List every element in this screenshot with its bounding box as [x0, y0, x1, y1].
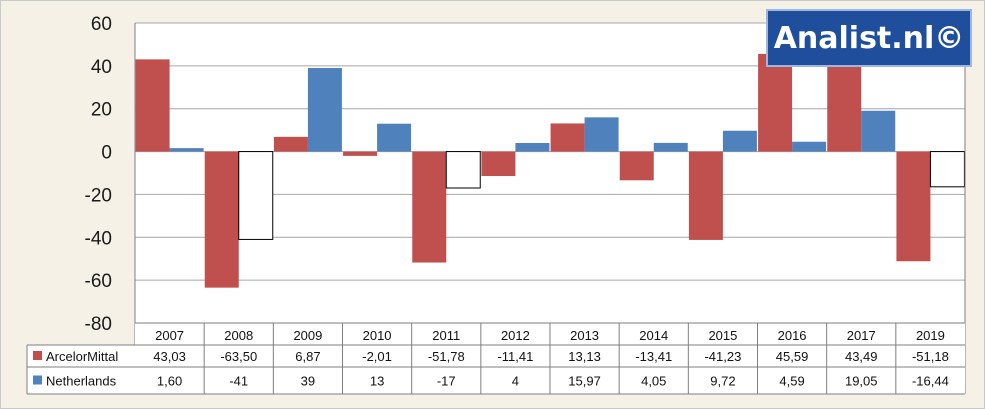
bar-netherlands [377, 123, 412, 152]
table-cell-value: 4,05 [641, 374, 666, 389]
table-cell-value: 15,97 [568, 374, 601, 389]
bar-arcelormittal [688, 151, 723, 240]
table-cell-value: -63,50 [220, 349, 257, 364]
bar-netherlands [307, 68, 342, 152]
y-tick-label: 20 [91, 100, 112, 121]
bar-arcelormittal [343, 151, 378, 156]
legend-label-arcelormittal: ArcelorMittal [46, 349, 118, 364]
legend-label-netherlands: Netherlands [46, 374, 117, 389]
y-tick-label: -20 [85, 185, 112, 206]
table-cell-value: 45,59 [776, 349, 809, 364]
category-label: 2009 [293, 328, 322, 343]
category-label: 2010 [363, 328, 392, 343]
table-cell-value: 6,87 [295, 349, 320, 364]
bar-arcelormittal [204, 151, 239, 288]
table-cell-value: 1,60 [157, 374, 182, 389]
y-tick-label: 40 [91, 57, 112, 78]
y-tick-label: -60 [85, 271, 112, 292]
table-cell-value: -41 [229, 374, 248, 389]
category-label: 2013 [570, 328, 599, 343]
category-label: 2014 [639, 328, 668, 343]
table-cell-value: -13,41 [635, 349, 672, 364]
watermark-logo: Analist.nl© [766, 9, 972, 67]
table-cell-value: -17 [437, 374, 456, 389]
table-cell-value: -51,78 [428, 349, 465, 364]
category-label: 2012 [501, 328, 530, 343]
table-cell-value: 9,72 [710, 374, 735, 389]
category-label: 2011 [432, 328, 460, 343]
table-cell-value: 4,59 [779, 374, 804, 389]
bar-arcelormittal [550, 123, 585, 152]
bar-arcelormittal [827, 58, 862, 152]
category-label: 2019 [916, 328, 945, 343]
y-tick-label: 0 [101, 143, 112, 164]
bar-netherlands [861, 110, 896, 152]
table-cell-value: 43,03 [153, 349, 186, 364]
table-cell-value: -16,44 [912, 374, 949, 389]
bar-arcelormittal [412, 151, 447, 263]
table-cell-value: 13,13 [568, 349, 601, 364]
bar-arcelormittal [619, 151, 654, 181]
table-cell-value: 39 [301, 374, 315, 389]
bar-netherlands [169, 148, 204, 152]
table-cell-value: -11,41 [497, 349, 533, 364]
table-cell-value: -51,18 [912, 349, 949, 364]
category-label: 2015 [708, 328, 737, 343]
table-cell-value: -2,01 [362, 349, 392, 364]
bar-netherlands [584, 117, 619, 152]
table-cell-value: 4 [512, 374, 519, 389]
y-tick-label: -80 [85, 314, 112, 335]
table-cell-value: 43,49 [845, 349, 878, 364]
watermark-text: Analist.nl© [773, 20, 965, 56]
bar-netherlands [238, 151, 274, 240]
bar-arcelormittal [896, 151, 931, 262]
bar-netherlands [653, 142, 688, 152]
bar-netherlands [929, 151, 965, 188]
bar-netherlands [722, 130, 757, 152]
bar-netherlands [792, 141, 827, 152]
category-label: 2016 [778, 328, 807, 343]
y-tick-label: 60 [91, 14, 112, 35]
bar-arcelormittal [481, 151, 516, 177]
category-label: 2008 [224, 328, 253, 343]
table-cell-value: 13 [370, 374, 384, 389]
legend-column [27, 345, 135, 394]
table-cell-value: 19,05 [845, 374, 878, 389]
y-tick-label: -40 [85, 228, 112, 249]
bar-netherlands [445, 151, 481, 189]
legend-key-netherlands [33, 375, 42, 385]
bar-arcelormittal [135, 59, 170, 152]
bar-arcelormittal [273, 136, 308, 152]
bar-netherlands [515, 143, 550, 152]
plot-area [135, 23, 965, 323]
table-cell-value: -41,23 [704, 349, 741, 364]
category-label: 2007 [155, 328, 184, 343]
bar-arcelormittal [758, 53, 793, 152]
legend-key-arcelormittal [33, 351, 42, 360]
category-label: 2017 [847, 328, 876, 343]
